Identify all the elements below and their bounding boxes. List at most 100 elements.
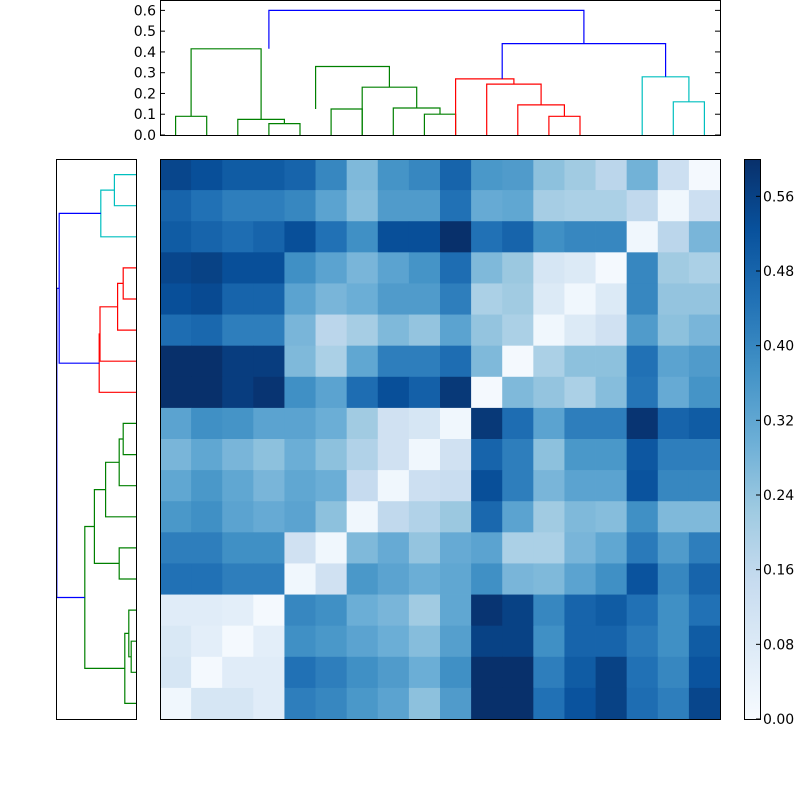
- top-dendrogram-link: [175, 115, 208, 135]
- heatmap-cell: [408, 190, 441, 222]
- heatmap-cell: [346, 376, 379, 409]
- heatmap-cell: [377, 656, 410, 689]
- heatmap-cell: [160, 376, 192, 409]
- heatmap-cell: [377, 283, 410, 315]
- heatmap-cell: [160, 252, 192, 284]
- heatmap-cell: [284, 376, 316, 409]
- heatmap-cell: [222, 252, 254, 284]
- heatmap-cell: [315, 439, 348, 471]
- heatmap-cell: [408, 687, 441, 720]
- heatmap-cell: [688, 407, 721, 440]
- heatmap-cell: [377, 532, 410, 564]
- heatmap-cell: [191, 470, 223, 502]
- left-dendrogram-link: [130, 640, 136, 673]
- heatmap-cell: [502, 625, 534, 658]
- left-dendrogram-link: [58, 212, 101, 364]
- heatmap-cell: [440, 594, 472, 627]
- heatmap-cell: [191, 159, 223, 191]
- heatmap-cell: [160, 563, 192, 595]
- heatmap-cell: [657, 501, 690, 533]
- top-dendrogram-link: [268, 9, 585, 49]
- heatmap-cell: [160, 470, 192, 502]
- heatmap-cell: [688, 345, 721, 378]
- heatmap-cell: [471, 439, 503, 471]
- heatmap-cell: [564, 252, 596, 284]
- heatmap-cell: [253, 376, 285, 409]
- heatmap-cell: [595, 594, 628, 627]
- top-y-tick-label: 0.0: [134, 128, 156, 144]
- heatmap-cell: [222, 625, 254, 658]
- heatmap-cell: [564, 314, 596, 347]
- heatmap-cell: [533, 283, 565, 315]
- left-dendrogram-link: [93, 489, 120, 565]
- heatmap-cell: [191, 314, 223, 347]
- heatmap-cell: [253, 314, 285, 347]
- top-dendrogram-y-axis: 0.0 0.1 0.2 0.3 0.4 0.5 0.6: [134, 3, 720, 144]
- heatmap-cell: [626, 439, 659, 471]
- heatmap-cell: [440, 656, 472, 689]
- heatmap-cell: [657, 625, 690, 658]
- heatmap-cell: [315, 470, 348, 502]
- heatmap-cell: [688, 314, 721, 347]
- heatmap-cell: [626, 470, 659, 502]
- heatmap-cell: [440, 532, 472, 564]
- left-dendrogram-link: [98, 333, 136, 393]
- heatmap-cell: [315, 563, 348, 595]
- heatmap-cell: [191, 345, 223, 378]
- colorbar-tick-label: 0.24: [763, 488, 794, 504]
- top-y-tick-label: 0.6: [134, 3, 156, 19]
- left-dendrogram-link: [56, 287, 85, 599]
- heatmap-cell: [533, 159, 565, 191]
- heatmap-cell: [595, 283, 628, 315]
- top-dendrogram-links: [175, 9, 706, 135]
- heatmap-cell: [533, 532, 565, 564]
- heatmap-cell: [191, 501, 223, 533]
- heatmap-cell: [284, 345, 316, 378]
- heatmap-cell: [471, 563, 503, 595]
- heatmap-cell: [191, 625, 223, 658]
- heatmap-cell: [408, 407, 441, 440]
- heatmap-cell: [626, 594, 659, 627]
- left-dendrogram-link: [113, 174, 136, 207]
- heatmap-cell: [502, 159, 534, 191]
- top-y-tick-label: 0.1: [134, 107, 156, 123]
- heatmap-cell: [160, 439, 192, 471]
- heatmap-cell: [688, 221, 721, 253]
- heatmap-cell: [222, 345, 254, 378]
- heatmap-cell: [533, 439, 565, 471]
- heatmap-cell: [440, 159, 472, 191]
- heatmap-cell: [502, 532, 534, 564]
- heatmap-cell: [595, 470, 628, 502]
- top-dendrogram-link: [455, 78, 515, 135]
- heatmap-cell: [440, 625, 472, 658]
- heatmap-cell: [315, 687, 348, 720]
- heatmap-cell: [408, 376, 441, 409]
- heatmap-cell: [657, 376, 690, 409]
- heatmap-cell: [564, 407, 596, 440]
- heatmap-cell: [502, 314, 534, 347]
- heatmap-cell: [626, 252, 659, 284]
- heatmap-cell: [564, 159, 596, 191]
- heatmap-cell: [377, 625, 410, 658]
- heatmap-cell: [440, 439, 472, 471]
- heatmap-cell: [502, 345, 534, 378]
- heatmap-cell: [502, 190, 534, 222]
- heatmap-cell: [253, 594, 285, 627]
- heatmap-cell: [346, 687, 379, 720]
- heatmap-cell: [688, 594, 721, 627]
- heatmap-cell: [471, 376, 503, 409]
- top-dendrogram-link: [501, 42, 667, 79]
- heatmap-cell: [595, 190, 628, 222]
- heatmap-cell: [253, 563, 285, 595]
- heatmap-cell: [346, 656, 379, 689]
- top-dendrogram-link: [392, 107, 441, 135]
- heatmap-cell: [657, 159, 690, 191]
- heatmap-cell: [564, 563, 596, 595]
- heatmap-cell: [595, 532, 628, 564]
- heatmap-cell: [315, 283, 348, 315]
- heatmap-cell: [346, 407, 379, 440]
- heatmap-cell: [564, 190, 596, 222]
- heatmap-cell: [253, 345, 285, 378]
- heatmap-cell: [533, 563, 565, 595]
